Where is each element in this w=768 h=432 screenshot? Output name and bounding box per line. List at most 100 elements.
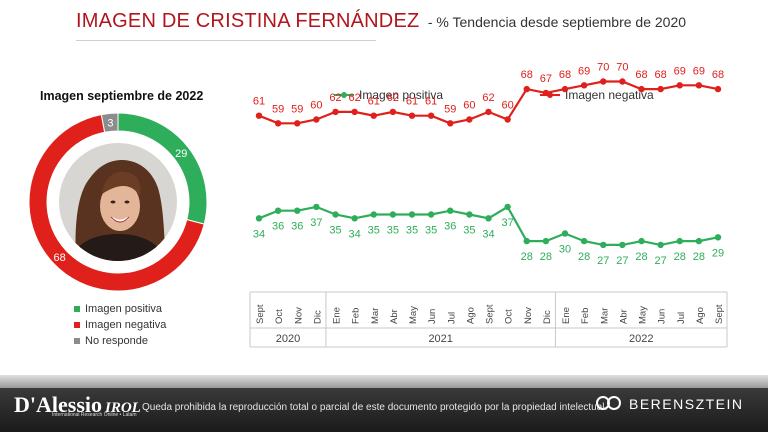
berensztein-logo-text: BERENSZTEIN xyxy=(629,396,744,412)
series-imagen-positiva: 34 36 36 37 35 34 35 35 35 35 36 35 34 37 28 28 30 28 27 27… xyxy=(253,203,724,267)
data-point xyxy=(427,112,435,119)
data-point xyxy=(255,112,263,119)
tick-label: Dic xyxy=(312,310,323,324)
data-point xyxy=(370,211,377,218)
tick-label: Jul xyxy=(676,312,687,324)
line-chart: 34 36 36 37 35 34 35 35 35 35 36 35 34 37 28 28 30 28 27 27… xyxy=(249,62,728,348)
footer xyxy=(0,388,768,432)
data-point xyxy=(580,82,588,89)
data-point xyxy=(561,85,569,93)
data-point xyxy=(638,237,645,245)
tick-label: Feb xyxy=(580,308,591,324)
data-point xyxy=(695,237,703,245)
title-bar: IMAGEN DE CRISTINA FERNÁNDEZ - % Tendenc… xyxy=(76,10,686,33)
logo-tagline: International Research Online • Latam xyxy=(52,412,137,418)
data-point xyxy=(389,211,397,218)
copyright-notice: Queda prohibida la reproducción total o … xyxy=(142,402,608,413)
data-point xyxy=(447,120,454,127)
donut-slice-3 xyxy=(100,112,119,133)
line-legend-negativa: Imagen negativa xyxy=(540,88,654,102)
legend-swatch xyxy=(74,322,80,328)
data-point xyxy=(561,230,569,237)
data-label: 60 xyxy=(463,100,475,112)
data-point xyxy=(600,78,607,85)
data-label: 36 xyxy=(444,221,456,233)
data-label: 27 xyxy=(655,255,667,267)
tick-label: Nov xyxy=(523,307,534,324)
data-label: 36 xyxy=(291,221,303,233)
tick-label: Sept xyxy=(485,304,496,324)
page-title: IMAGEN DE CRISTINA FERNÁNDEZ xyxy=(76,10,420,32)
data-label: 29 xyxy=(712,247,724,259)
donut-value-label: 68 xyxy=(54,252,66,264)
tick-label: Mar xyxy=(370,308,381,324)
donut-slice-2 xyxy=(28,113,205,292)
data-label: 34 xyxy=(482,228,494,240)
series-imagen-negativa: 61 59 59 60 62 62 61 62 61 61 59 60 62 60 68 67 68 69 70 70… xyxy=(253,62,724,127)
donut-labels: 29 68 3 xyxy=(54,117,188,263)
data-label: 35 xyxy=(329,225,341,237)
data-label: 28 xyxy=(521,251,533,263)
page-subtitle: - % Tendencia desde septiembre de 2020 xyxy=(427,14,687,30)
data-label: 35 xyxy=(463,225,475,237)
data-point xyxy=(638,85,645,93)
data-label: 60 xyxy=(502,100,514,112)
berensztein-logo: BERENSZTEIN xyxy=(596,396,744,412)
data-label: 59 xyxy=(444,103,456,115)
legend-label: Imagen positiva xyxy=(85,303,163,315)
data-point xyxy=(619,241,626,249)
tick-label: Mar xyxy=(599,308,610,324)
data-label: 28 xyxy=(578,251,590,263)
dalessio-logo: D'Alessio IROL International Research Onl… xyxy=(14,392,141,418)
data-point xyxy=(523,85,530,93)
legend-swatch xyxy=(74,338,80,344)
data-point xyxy=(504,116,511,123)
donut-value-label: 29 xyxy=(175,148,187,160)
data-point xyxy=(600,241,607,249)
title-underline xyxy=(76,40,376,41)
legend-line-marker xyxy=(540,92,560,98)
legend-label: Imagen negativa xyxy=(85,319,167,331)
data-label: 28 xyxy=(674,251,686,263)
data-point xyxy=(255,215,263,222)
tick-label: Ago xyxy=(695,307,706,324)
data-label: 70 xyxy=(597,62,609,74)
tick-label: Sept xyxy=(714,304,725,324)
line-legend-positiva: Imagen positiva xyxy=(334,88,443,102)
tick-label: Sept xyxy=(255,304,266,324)
data-label: 61 xyxy=(368,96,380,108)
data-point xyxy=(676,82,683,89)
data-point xyxy=(523,237,530,245)
data-label: 61 xyxy=(425,96,437,108)
data-label: 35 xyxy=(387,225,399,237)
legend-swatch xyxy=(74,306,80,312)
category-axis: Sept Oct Nov Dic Ene Feb Mar Abr May Jun Jul Ago Sep… xyxy=(249,291,728,348)
data-point xyxy=(657,241,664,249)
portrait-photo xyxy=(59,143,177,261)
data-label: 59 xyxy=(291,103,303,115)
data-label: 70 xyxy=(616,62,628,74)
tick-label: Ago xyxy=(465,307,476,324)
data-point xyxy=(294,207,301,214)
data-point xyxy=(466,116,473,123)
tick-label: Jun xyxy=(657,309,668,324)
data-point xyxy=(676,237,683,245)
data-point xyxy=(695,82,703,89)
data-point xyxy=(332,211,339,218)
data-label: 62 xyxy=(482,92,494,104)
data-label: 68 xyxy=(712,69,724,81)
data-label: 62 xyxy=(349,92,361,104)
data-point xyxy=(332,108,339,116)
data-label: 34 xyxy=(349,228,361,240)
tick-label: Ene xyxy=(332,307,343,324)
footer-top-band xyxy=(0,375,768,388)
data-point xyxy=(313,203,320,211)
tick-label: Nov xyxy=(293,307,304,324)
data-label: 37 xyxy=(310,217,322,229)
data-point xyxy=(370,112,377,119)
data-point xyxy=(274,207,282,214)
data-label: 35 xyxy=(406,225,418,237)
tick-label: Feb xyxy=(351,308,362,324)
data-point xyxy=(274,120,282,127)
berensztein-mark-icon xyxy=(596,396,624,412)
